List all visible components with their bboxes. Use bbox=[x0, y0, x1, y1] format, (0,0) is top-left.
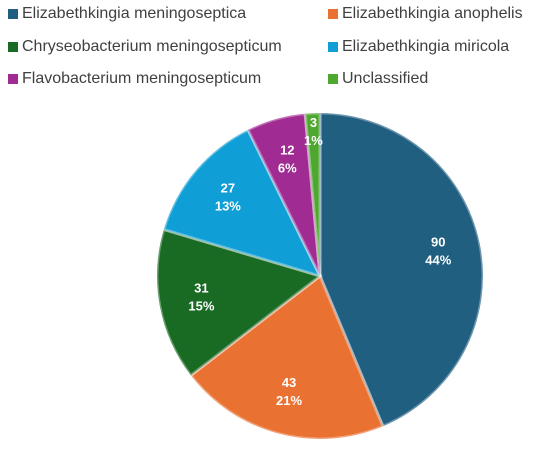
pie-slice bbox=[245, 112, 322, 277]
legend-label: Unclassified bbox=[342, 70, 428, 87]
legend-label: Chryseobacterium meningosepticum bbox=[22, 38, 282, 55]
pie-slice bbox=[303, 111, 322, 277]
legend-label: Elizabethkingia miricola bbox=[342, 38, 509, 55]
data-label: 3 bbox=[310, 115, 317, 130]
legend-label: Elizabethkingia meningoseptica bbox=[22, 5, 246, 22]
data-label: 15% bbox=[188, 298, 214, 313]
data-label: 27 bbox=[221, 181, 235, 196]
legend-marker bbox=[8, 42, 18, 52]
data-label: 1% bbox=[304, 133, 323, 148]
pie-slice bbox=[161, 127, 323, 279]
legend-label: Flavobacterium meningosepticum bbox=[22, 70, 261, 87]
pie-slice bbox=[318, 111, 485, 429]
legend-marker bbox=[328, 42, 338, 52]
data-label: 90 bbox=[431, 235, 445, 250]
pie-slice bbox=[155, 227, 324, 378]
data-label: 21% bbox=[276, 393, 302, 408]
data-label: 43 bbox=[282, 375, 296, 390]
legend-marker bbox=[8, 74, 18, 84]
data-label: 12 bbox=[280, 142, 294, 157]
legend-marker bbox=[328, 74, 338, 84]
data-label: 13% bbox=[215, 199, 241, 214]
data-label: 6% bbox=[278, 160, 297, 175]
pie-slice bbox=[188, 273, 385, 441]
legend-marker bbox=[8, 9, 18, 19]
data-label: 31 bbox=[194, 280, 208, 295]
legend-label: Elizabethkingia anophelis bbox=[342, 5, 523, 22]
legend-marker bbox=[328, 9, 338, 19]
data-label: 44% bbox=[425, 253, 451, 268]
